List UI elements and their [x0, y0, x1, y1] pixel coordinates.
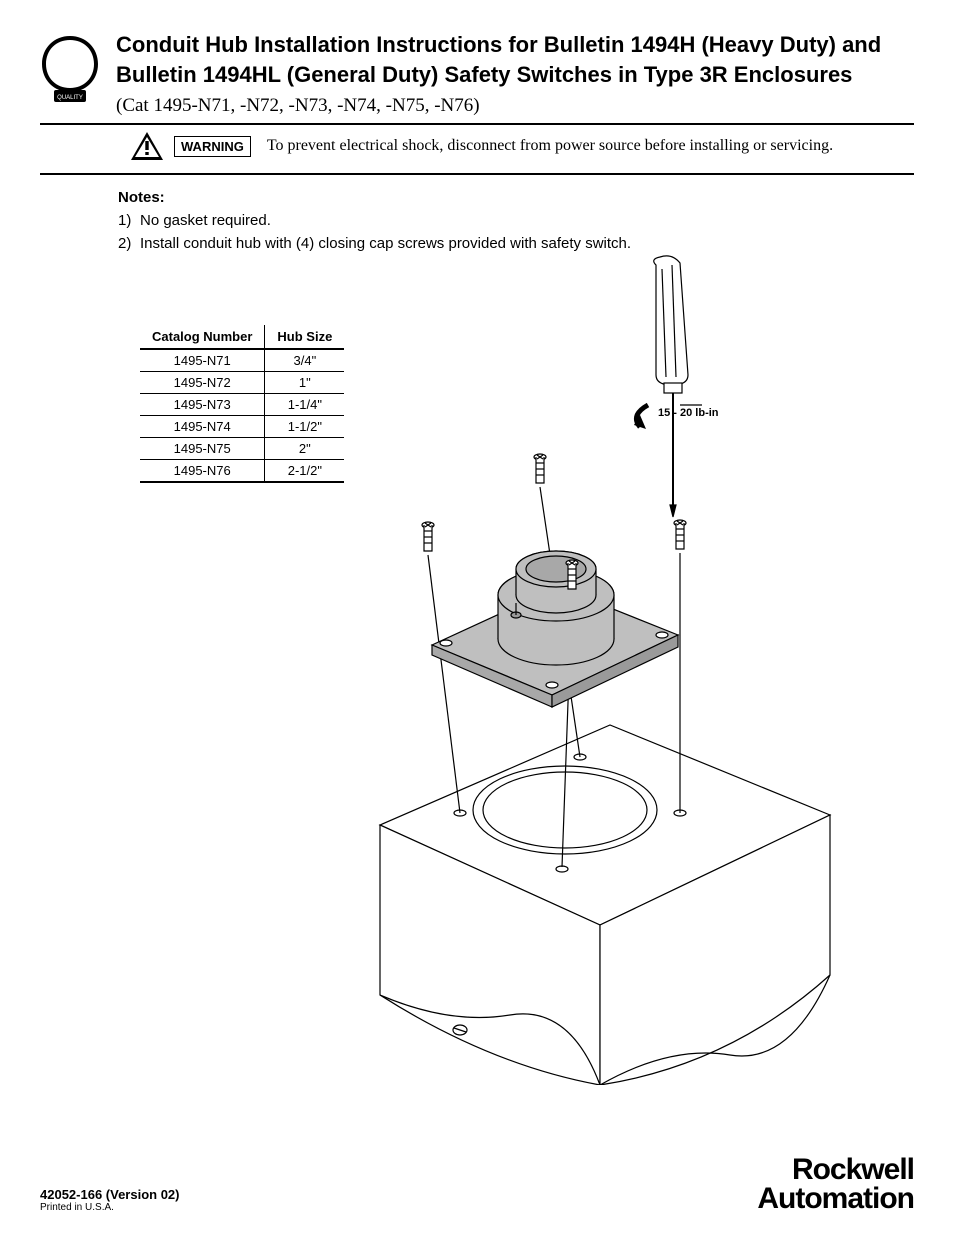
- content-area: Catalog Number Hub Size 1495-N713/4" 149…: [40, 265, 914, 1085]
- ab-logo-icon: A·B QUALITY: [40, 34, 100, 104]
- screwdriver-icon: [634, 256, 702, 517]
- printed-in: Printed in U.S.A.: [40, 1202, 179, 1213]
- table-row: 1495-N752": [140, 438, 344, 460]
- assembly-diagram: [330, 255, 890, 1085]
- note-item: 2)Install conduit hub with (4) closing c…: [118, 233, 914, 256]
- col-catalog: Catalog Number: [140, 325, 265, 349]
- screw-icon: [566, 560, 578, 589]
- table-row: 1495-N762-1/2": [140, 460, 344, 483]
- screw-icon: [534, 454, 546, 483]
- page-title: Conduit Hub Installation Instructions fo…: [116, 30, 914, 89]
- divider: [40, 173, 914, 175]
- warning-icon: [130, 131, 164, 161]
- notes-heading: Notes:: [118, 189, 914, 206]
- header: A·B QUALITY Conduit Hub Installation Ins…: [40, 30, 914, 117]
- table-row: 1495-N741-1/2": [140, 416, 344, 438]
- catalog-subtitle: (Cat 1495-N71, -N72, -N73, -N74, -N75, -…: [116, 95, 914, 117]
- footer: 42052-166 (Version 02) Printed in U.S.A.…: [40, 1156, 914, 1213]
- hub-size-table: Catalog Number Hub Size 1495-N713/4" 149…: [140, 325, 344, 483]
- warning-badge: WARNING: [174, 136, 251, 157]
- svg-text:QUALITY: QUALITY: [57, 95, 83, 101]
- svg-text:A·B: A·B: [53, 52, 87, 74]
- title-block: Conduit Hub Installation Instructions fo…: [116, 30, 914, 117]
- table-row: 1495-N713/4": [140, 349, 344, 372]
- screw-icon: [422, 522, 434, 551]
- notes-list: 1)No gasket required. 2)Install conduit …: [118, 210, 914, 255]
- notes-section: Notes: 1)No gasket required. 2)Install c…: [118, 189, 914, 255]
- table-row: 1495-N721": [140, 372, 344, 394]
- conduit-hub-icon: [432, 551, 678, 707]
- rockwell-logo-icon: Rockwell Automation: [757, 1156, 914, 1213]
- note-item: 1)No gasket required.: [118, 210, 914, 233]
- enclosure-icon: [380, 725, 830, 1085]
- warning-row: WARNING To prevent electrical shock, dis…: [40, 125, 914, 167]
- warning-text: To prevent electrical shock, disconnect …: [261, 137, 833, 155]
- doc-number: 42052-166 (Version 02): [40, 1187, 179, 1202]
- screw-icon: [674, 520, 686, 549]
- table-header-row: Catalog Number Hub Size: [140, 325, 344, 349]
- doc-revision: 42052-166 (Version 02) Printed in U.S.A.: [40, 1187, 179, 1213]
- table-row: 1495-N731-1/4": [140, 394, 344, 416]
